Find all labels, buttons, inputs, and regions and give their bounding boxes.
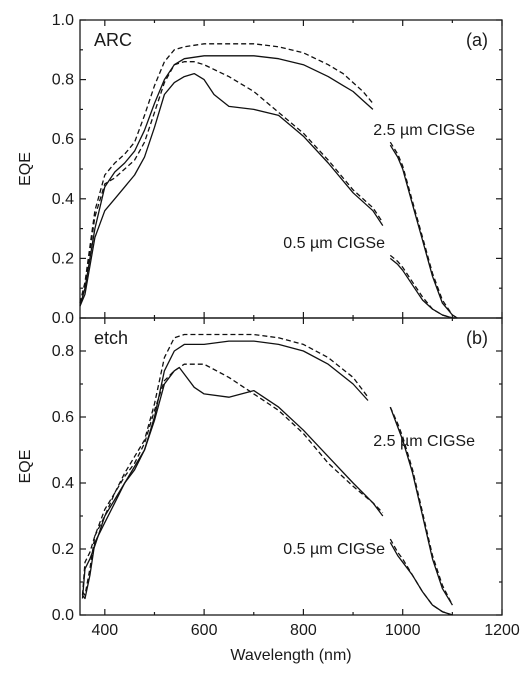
panel-a: 0.0 0.2 0.4 0.6 0.8 1.0 EQE ARC (a) 2.5 µm CIGSe 0… (17, 12, 503, 327)
eqe-series-6 (389, 257, 458, 319)
eqe-series-3 (79, 43, 374, 304)
x-tick-label: 1200 (484, 622, 520, 639)
annotation-thick-absorber: 2.5 µm CIGSe (373, 433, 475, 450)
y-tick-label: 0.6 (52, 131, 74, 148)
eqe-series-1 (81, 340, 369, 600)
y-axis-title: EQE (17, 152, 34, 186)
eqe-series-1 (79, 55, 374, 307)
panel-letter: (b) (466, 328, 488, 348)
panel-b: 0.0 0.2 0.4 0.6 0.8 400 600 800 1000 1200 EQE etch (… (17, 317, 520, 664)
eqe-series-6 (389, 542, 453, 616)
panel-condition-label: ARC (94, 30, 132, 50)
eqe-series-2 (389, 406, 453, 606)
y-axis-title: EQE (17, 450, 34, 484)
y-tick-label: 0.2 (52, 541, 74, 558)
plot-frame (79, 19, 503, 319)
y-tick-label: 0.4 (52, 475, 74, 492)
eqe-series-5 (81, 366, 384, 599)
eqe-series-7 (81, 363, 384, 596)
y-tick-label: 0.2 (52, 250, 74, 267)
x-axis-title: Wavelength (nm) (230, 647, 351, 664)
y-tick-label: 0.4 (52, 191, 74, 208)
eqe-series-4 (389, 141, 458, 319)
plot-frame (79, 317, 503, 616)
y-tick-label: 0.0 (52, 310, 74, 327)
eqe-series-8 (389, 538, 453, 616)
y-tick-label: 0.8 (52, 72, 74, 89)
y-tick-label: 0.6 (52, 409, 74, 426)
y-tick-label: 0.0 (52, 607, 74, 624)
y-tick-label: 0.8 (52, 343, 74, 360)
annotation-thin-absorber: 0.5 µm CIGSe (283, 235, 385, 252)
eqe-series-8 (389, 254, 458, 319)
annotation-thick-absorber: 2.5 µm CIGSe (373, 122, 475, 139)
annotation-thin-absorber: 0.5 µm CIGSe (283, 541, 385, 558)
x-tick-label: 800 (290, 622, 317, 639)
panel-letter: (a) (466, 30, 488, 50)
eqe-series-2 (389, 144, 458, 319)
x-tick-label: 600 (191, 622, 218, 639)
eqe-series-7 (79, 61, 384, 304)
y-tick-label: 1.0 (52, 12, 74, 29)
eqe-series-3 (81, 333, 369, 596)
eqe-series-4 (389, 406, 453, 606)
x-tick-label: 400 (91, 622, 118, 639)
panel-condition-label: etch (94, 328, 128, 348)
eqe-series-5 (79, 72, 384, 307)
x-tick-label: 1000 (385, 622, 421, 639)
